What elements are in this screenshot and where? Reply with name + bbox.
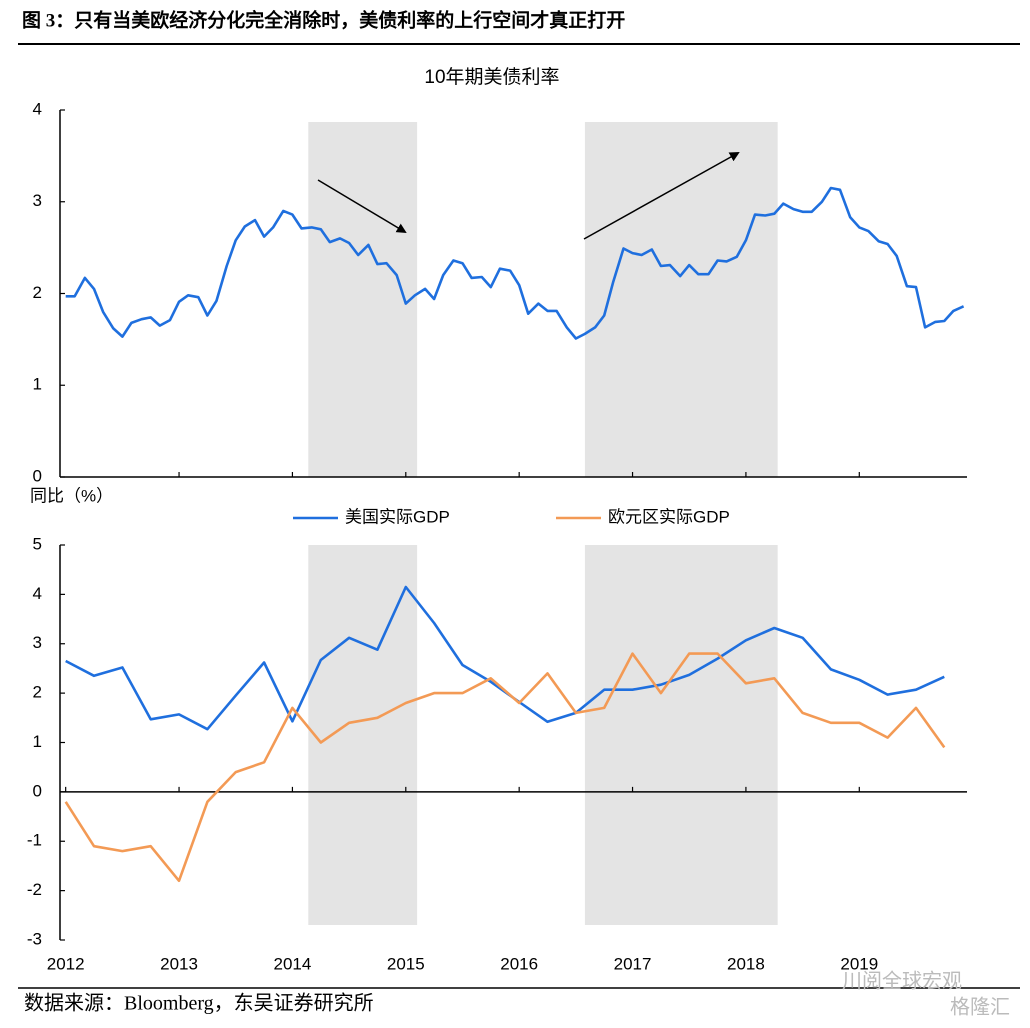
y-tick-label: 3 [33, 191, 42, 210]
arrow [317, 179, 407, 234]
x-tick-label: 2013 [160, 954, 198, 973]
source: 数据来源：Bloomberg，东吴证券研究所 [24, 992, 374, 1015]
x-tick-label: 2014 [274, 954, 312, 973]
y-tick-label: -3 [27, 929, 42, 948]
y-tick-label: 2 [33, 283, 42, 302]
x-tick-label: 2018 [727, 954, 765, 973]
legend-label: 欧元区实际GDP [608, 507, 730, 526]
x-tick-label: 2015 [387, 954, 425, 973]
shaded-period [584, 122, 778, 477]
shaded-period [308, 122, 418, 477]
y-tick-label: 4 [33, 584, 42, 603]
y-tick-label: 0 [33, 466, 42, 485]
y-axis-label: 同比（%） [30, 486, 113, 505]
shaded-period [584, 545, 778, 925]
x-tick-label: 2016 [500, 954, 538, 973]
x-tick-label: 2012 [47, 954, 85, 973]
legend-label: 美国实际GDP [345, 507, 450, 526]
y-tick-label: 4 [33, 99, 42, 118]
watermark: 格隆汇 [950, 995, 1010, 1018]
y-tick-label: 0 [33, 781, 42, 800]
y-tick-label: -2 [27, 880, 42, 899]
x-tick-label: 2019 [840, 954, 878, 973]
chart-title: 10年期美债利率 [424, 66, 559, 88]
y-tick-label: 2 [33, 683, 42, 702]
y-tick-label: 5 [33, 534, 42, 553]
watermark: 川阅全球宏观 [842, 969, 962, 992]
figure-title: 图 3：只有当美欧经济分化完全消除时，美债利率的上行空间才真正打开 [22, 8, 625, 31]
arrow [583, 152, 740, 240]
plots: 0 1 2 3 4 -3 -2 -1 0 1 2 3 4 5 2012 2013 2014 2015 2016 201… [27, 99, 967, 973]
shaded-period [308, 545, 418, 925]
series-line [65, 585, 945, 731]
y-tick-label: 1 [33, 732, 42, 751]
x-tick-label: 2017 [614, 954, 652, 973]
y-tick-label: 1 [33, 375, 42, 394]
y-tick-label: 3 [33, 633, 42, 652]
y-tick-label: -1 [27, 831, 42, 850]
series-line [64, 652, 946, 883]
series-line [65, 186, 965, 340]
